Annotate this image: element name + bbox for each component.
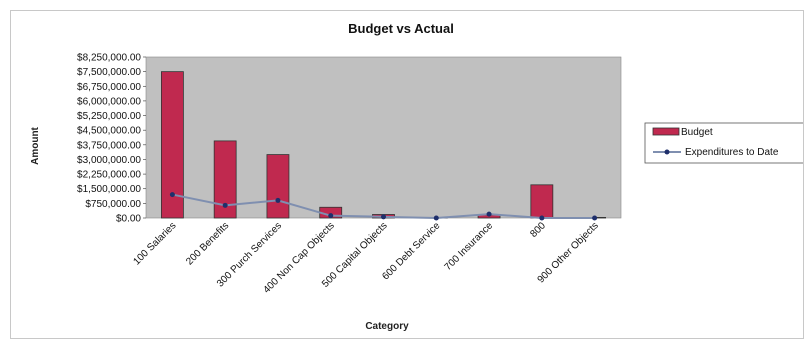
y-tick-label: $2,250,000.00 bbox=[77, 170, 141, 181]
legend-expenditures-label: Expenditures to Date bbox=[685, 147, 779, 158]
expenditures-line bbox=[169, 192, 598, 221]
x-tick-label: 600 Debt Service bbox=[380, 220, 442, 282]
expenditures-point bbox=[222, 202, 228, 208]
legend: Budget Expenditures to Date bbox=[644, 122, 803, 164]
x-tick-label: 100 Salaries bbox=[131, 220, 178, 267]
y-tick-label: $3,750,000.00 bbox=[77, 140, 141, 151]
y-tick-label: $3,000,000.00 bbox=[77, 155, 141, 166]
y-tick-label: $0.00 bbox=[116, 214, 141, 225]
legend-budget-label: Budget bbox=[681, 127, 713, 138]
expenditures-point bbox=[433, 215, 439, 221]
x-tick-label: 200 Benefits bbox=[184, 220, 231, 267]
x-tick-label: 800 bbox=[528, 220, 548, 240]
y-tick-label: $8,250,000.00 bbox=[77, 53, 141, 64]
legend-expenditures-marker bbox=[664, 149, 670, 155]
expenditures-point bbox=[275, 197, 281, 203]
y-tick-label: $7,500,000.00 bbox=[77, 67, 141, 78]
y-tick-label: $6,750,000.00 bbox=[77, 82, 141, 93]
budget-bar bbox=[160, 71, 184, 219]
y-axis-label: Amount bbox=[30, 126, 41, 164]
legend-budget-swatch bbox=[652, 127, 680, 136]
expenditures-point bbox=[486, 211, 492, 217]
expenditures-point bbox=[539, 215, 545, 221]
expenditures-point bbox=[169, 192, 175, 198]
y-tick-label: $4,500,000.00 bbox=[77, 126, 141, 137]
budget-bar bbox=[266, 154, 290, 219]
chart-title: Budget vs Actual bbox=[348, 21, 454, 36]
y-tick-label: $750,000.00 bbox=[85, 199, 141, 210]
y-tick-labels: $8,250,000.00 $7,500,000.00 $6,750,000.00 $… bbox=[77, 53, 146, 225]
y-tick-label: $5,250,000.00 bbox=[77, 111, 141, 122]
expenditures-point bbox=[381, 214, 386, 220]
expenditures-point bbox=[328, 213, 334, 219]
x-axis-label: Category bbox=[365, 321, 409, 332]
budget-bar bbox=[213, 140, 237, 219]
x-tick-label: 700 Insurance bbox=[443, 220, 496, 273]
chart-canvas: Budget vs Actual Amount Category $8,250,… bbox=[30, 21, 803, 332]
expenditures-point bbox=[592, 215, 598, 221]
y-tick-label: $1,500,000.00 bbox=[77, 184, 141, 195]
y-tick-label: $6,000,000.00 bbox=[77, 96, 141, 107]
chart-frame: Budget vs Actual Amount Category $8,250,… bbox=[10, 10, 804, 339]
budget-bar bbox=[530, 184, 554, 219]
